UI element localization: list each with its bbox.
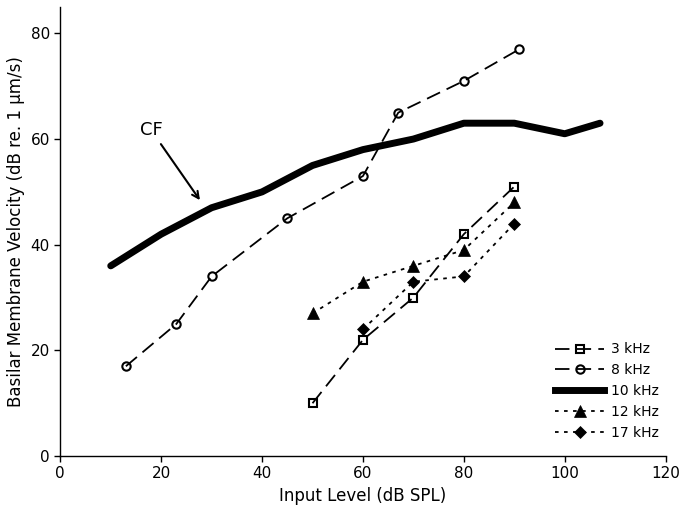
10 kHz (207, 205, 216, 211)
12 kHz (510, 199, 519, 205)
17 kHz (460, 273, 468, 280)
8 kHz (515, 46, 523, 52)
10 kHz (561, 131, 569, 137)
Y-axis label: Basilar Membrane Velocity (dB re. 1 μm/s): Basilar Membrane Velocity (dB re. 1 μm/s… (7, 56, 25, 407)
10 kHz (596, 120, 604, 126)
Line: 8 kHz: 8 kHz (122, 45, 523, 370)
Text: CF: CF (139, 121, 199, 198)
8 kHz (460, 78, 468, 84)
8 kHz (172, 321, 181, 327)
10 kHz (106, 263, 115, 269)
3 kHz (359, 337, 367, 343)
Line: 3 kHz: 3 kHz (308, 182, 519, 408)
X-axis label: Input Level (dB SPL): Input Level (dB SPL) (280, 487, 447, 505)
17 kHz (359, 326, 367, 332)
17 kHz (510, 221, 519, 227)
3 kHz (308, 400, 317, 407)
10 kHz (460, 120, 468, 126)
8 kHz (359, 173, 367, 179)
10 kHz (308, 162, 317, 168)
10 kHz (157, 231, 166, 237)
17 kHz (409, 279, 418, 285)
10 kHz (359, 146, 367, 153)
10 kHz (510, 120, 519, 126)
8 kHz (122, 363, 130, 369)
8 kHz (207, 273, 216, 280)
12 kHz (308, 310, 317, 316)
Legend: 3 kHz, 8 kHz, 10 kHz, 12 kHz, 17 kHz: 3 kHz, 8 kHz, 10 kHz, 12 kHz, 17 kHz (555, 343, 659, 440)
12 kHz (409, 263, 418, 269)
12 kHz (460, 247, 468, 253)
12 kHz (359, 279, 367, 285)
Line: 10 kHz: 10 kHz (111, 123, 600, 266)
3 kHz (409, 294, 418, 301)
8 kHz (283, 215, 291, 221)
Line: 17 kHz: 17 kHz (359, 220, 519, 333)
3 kHz (460, 231, 468, 237)
Line: 12 kHz: 12 kHz (307, 197, 520, 319)
10 kHz (409, 136, 418, 142)
3 kHz (510, 183, 519, 189)
10 kHz (258, 189, 266, 195)
8 kHz (394, 110, 403, 116)
